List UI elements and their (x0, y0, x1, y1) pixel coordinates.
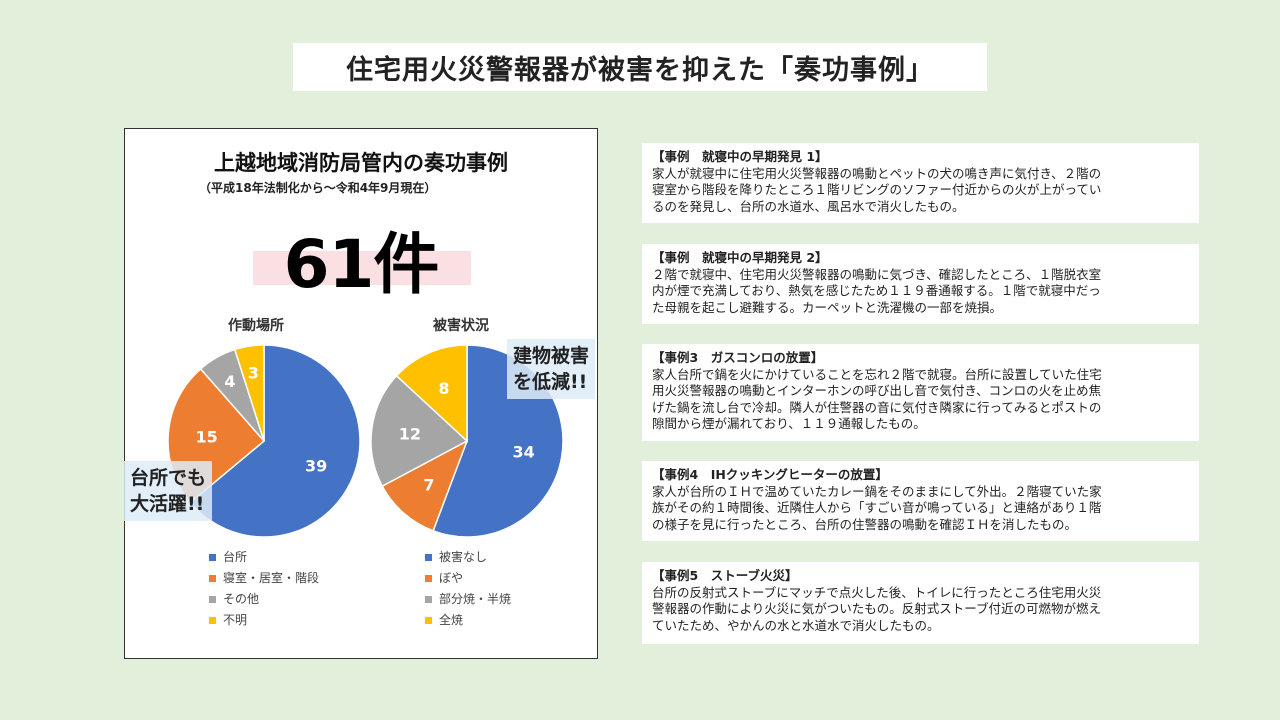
total-count: 61件 (283, 226, 440, 303)
case-line: ていたため、やかんの水と水道水で消火したもの。 (652, 617, 940, 633)
pie-data-label-1-3: 8 (438, 379, 449, 398)
panel-subtitle: （平成18年法制化から～令和4年9月現在） (199, 181, 437, 195)
legend-swatch (425, 617, 432, 624)
case-title: 【事例 就寝中の早期発見 2】 (652, 250, 828, 265)
pie-data-label-1-0: 34 (513, 442, 535, 461)
pie-data-label-1-1: 7 (423, 475, 434, 494)
page-title-box: 住宅用火災警報器が被害を抑えた「奏功事例」 (293, 43, 987, 91)
legend-item-1-0: 被害なし (425, 547, 511, 568)
pie-slice-1-1 (381, 439, 469, 532)
case-card-5: 【事例5 ストーブ火災】 台所の反射式ストーブにマッチで点火した後、トイレに行っ… (642, 562, 1199, 644)
case-title: 【事例3 ガスコンロの放置】 (652, 350, 824, 365)
case-line: 用火災警報器の鳴動とインターホンの呼び出し音で気付き、コンロの火を止め焦 (652, 383, 1102, 399)
callout-kitchen-line1: 台所でも (130, 467, 207, 489)
legend-swatch (209, 575, 216, 582)
pie-slice-0-3 (233, 344, 265, 442)
legend-damage: 被害なしぼや部分焼・半焼 全焼 (425, 547, 511, 631)
pie-data-label-0-2: 4 (224, 372, 235, 391)
pie-title-damage: 被害状況 (433, 318, 489, 334)
pie-data-label-0-3: 3 (248, 364, 259, 383)
case-line: 内が煙で充満しており、熱気を感じたため１１９番通報する。１階で就寝中だっ (652, 283, 1101, 299)
legend-swatch (209, 596, 216, 603)
case-line: の様子を見に行ったところ、台所の住警器の鳴動を確認ＩＨを消したもの。 (652, 516, 1078, 532)
legend-swatch (425, 596, 432, 603)
case-card-2: 【事例 就寝中の早期発見 2】 ２階で就寝中、住宅用火災警報器の鳴動に気づき、確… (642, 244, 1199, 324)
callout-damage-line2: を低減!! (513, 371, 588, 393)
case-line: ２階で就寝中、住宅用火災警報器の鳴動に気づき、確認したところ、１階脱衣室 (652, 266, 1102, 282)
case-card-1: 【事例 就寝中の早期発見 1】 家人が就寝中に住宅用火災警報器の鳴動とペットの犬… (642, 143, 1199, 223)
legend-label: 部分焼・半焼 (439, 592, 512, 606)
callout-kitchen: 台所でも 大活躍!! (124, 461, 213, 521)
case-line: 寝室から階段を降りたところ１階リビングのソファー付近からの火が上がってい (652, 182, 1102, 198)
legend-item-1-3: 全焼 (425, 610, 511, 631)
legend-swatch (209, 554, 216, 561)
case-card-3: 【事例3 ガスコンロの放置】 家人台所で鍋を火にかけていることを忘れ２階で就寝。… (642, 344, 1199, 441)
legend-label: 不明 (223, 613, 248, 627)
case-line: げた鍋を流し台で冷却。隣人が住警器の音に気付き隣家に行ってみるとポストの (652, 399, 1102, 415)
legend-label: 全焼 (439, 613, 464, 627)
legend-item-1-1: ぼや (425, 568, 511, 589)
pie-data-label-0-1: 15 (195, 428, 217, 447)
case-line: るのを発見し、台所の水道水、風呂水で消火したもの。 (652, 198, 965, 214)
pie-slice-1-2 (370, 374, 469, 488)
case-line: 隙間から煙が漏れており、１１９通報したもの。 (652, 416, 926, 432)
legend-label: 寝室・居室・階段 (223, 571, 320, 585)
case-line: 警報器の作動により火災に気がついたもの。反射式ストーブ付近の可燃物が燃え (652, 601, 1102, 617)
panel-title: 上越地域消防局管内の奏功事例 (214, 151, 508, 175)
legend-item-0-3: 不明 (209, 610, 319, 631)
callout-kitchen-line2: 大活躍!! (130, 493, 205, 515)
legend-label: その他 (223, 592, 260, 606)
case-title: 【事例5 ストーブ火災】 (652, 568, 798, 583)
legend-swatch (209, 617, 216, 624)
legend-swatch (425, 575, 432, 582)
pie-slice-0-0 (189, 344, 361, 538)
case-line: 台所の反射式ストーブにマッチで点火した後、トイレに行ったところ住宅用火災 (652, 584, 1102, 600)
case-line: 族がその約１時間後、近隣住人から「すごい音が鳴っている」と連絡があり１階 (652, 500, 1102, 516)
pie-chart-location: 39 15 4 3 (167, 344, 361, 538)
legend-label: ぼや (439, 571, 464, 585)
pie-data-label-1-2: 12 (399, 425, 421, 444)
case-line: た母親を起こし避難する。カーペットと洗濯機の一部を焼損。 (652, 299, 1003, 315)
pie-title-location: 作動場所 (228, 318, 284, 334)
legend-item-0-2: その他 (209, 589, 319, 610)
callout-damage-line1: 建物被害 (513, 345, 590, 367)
case-title: 【事例4 IHクッキングヒーターの放置】 (652, 467, 888, 482)
case-card-4: 【事例4 IHクッキングヒーターの放置】 家人が台所のＩＨで温めていたカレー鍋を… (642, 461, 1199, 541)
pie-slice-1-3 (395, 344, 468, 443)
legend-item-1-2: 部分焼・半焼 (425, 589, 511, 610)
case-line: 家人台所で鍋を火にかけていることを忘れ２階で就寝。台所に設置していた住宅 (652, 366, 1102, 382)
legend-item-0-0: 台所 (209, 547, 319, 568)
legend-location: 台所寝室・居室・階段 その他不明 (209, 547, 319, 631)
case-line: 家人が台所のＩＨで温めていたカレー鍋をそのままにして外出。２階寝ていた家 (652, 483, 1102, 499)
case-title: 【事例 就寝中の早期発見 1】 (652, 149, 828, 164)
legend-label: 台所 (223, 550, 248, 564)
legend-item-0-1: 寝室・居室・階段 (209, 568, 319, 589)
legend-swatch (425, 554, 432, 561)
count-highlight (253, 251, 471, 285)
legend-label: 被害なし (439, 550, 488, 564)
stats-panel: 上越地域消防局管内の奏功事例 （平成18年法制化から～令和4年9月現在） 61件… (124, 128, 598, 659)
pie-data-label-0-0: 39 (305, 456, 327, 475)
case-line: 家人が就寝中に住宅用火災警報器の鳴動とペットの犬の鳴き声に気付き、２階の (652, 165, 1102, 181)
callout-damage: 建物被害 を低減!! (507, 339, 596, 399)
page-title: 住宅用火災警報器が被害を抑えた「奏功事例」 (346, 54, 934, 86)
